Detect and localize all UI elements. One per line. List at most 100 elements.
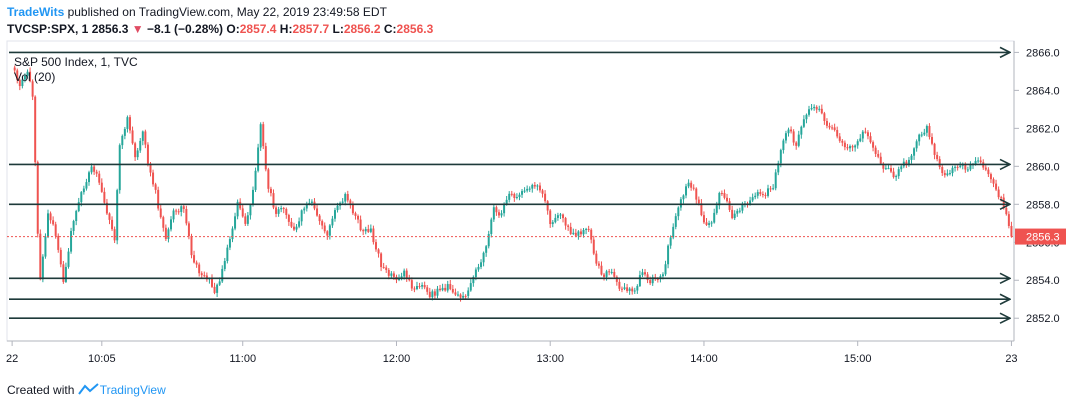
candle-body (920, 134, 923, 136)
candle-body (754, 195, 757, 198)
candle (326, 230, 329, 240)
candle (849, 144, 852, 152)
y-axis[interactable]: 2852.02854.02856.02858.02860.02862.02864… (1013, 41, 1060, 341)
candle-body (77, 202, 80, 212)
candle-body (305, 204, 308, 209)
candle-body (674, 216, 677, 227)
candle-body (913, 148, 916, 156)
candle-body (861, 131, 864, 139)
candle-body (169, 219, 172, 230)
candle (708, 220, 711, 228)
candle (321, 219, 324, 230)
candle (843, 140, 846, 151)
y-tick-label: 2854.0 (1026, 275, 1060, 287)
candle-body (713, 212, 716, 223)
candle (774, 169, 777, 191)
candle-body (784, 133, 787, 141)
legend-title[interactable]: S&P 500 Index, 1, TVC (14, 55, 138, 69)
candle (164, 224, 167, 241)
candle (854, 144, 857, 152)
candle (34, 95, 37, 167)
candle (831, 124, 834, 131)
candle-body (44, 236, 47, 257)
candle (285, 207, 288, 219)
candle (515, 193, 518, 200)
publisher-name[interactable]: TradeWits (7, 5, 65, 19)
candle-body (969, 164, 972, 170)
candle-body (316, 208, 319, 216)
candle (710, 220, 713, 227)
candle (989, 172, 992, 183)
candle-body (34, 96, 37, 163)
candle-body (987, 169, 990, 175)
candle (987, 167, 990, 178)
symbol-label: TVCSP:SPX, 1 (7, 22, 89, 36)
candle-body (900, 166, 903, 170)
candle-body (890, 168, 893, 172)
candle-body (467, 290, 470, 296)
candle (613, 268, 616, 279)
candle (895, 174, 898, 181)
candle (318, 214, 321, 225)
candle-body (521, 191, 524, 195)
candle-body (351, 204, 354, 214)
candle-body (149, 163, 152, 173)
candle (305, 201, 308, 212)
candle (95, 169, 98, 177)
candle-body (72, 221, 75, 231)
candle-body (231, 228, 234, 240)
candle-body (895, 176, 898, 178)
symbol-info-bar: TVCSP:SPX, 1 2856.3 ▼ −8.1 (−0.28%) O:28… (7, 22, 433, 36)
candle (874, 145, 877, 158)
candle (513, 192, 516, 202)
candle (482, 251, 485, 267)
candle-body (672, 226, 675, 238)
candle-body (979, 160, 982, 163)
candle-body (966, 169, 969, 171)
candle (226, 244, 229, 264)
candle-body (221, 268, 224, 282)
tradingview-brand-link[interactable]: TradingView (99, 383, 166, 397)
last-price: 2856.3 (91, 22, 129, 36)
candle (344, 192, 347, 206)
candle (700, 199, 703, 217)
candle (374, 239, 377, 252)
candle-body (825, 120, 828, 126)
candle (203, 271, 206, 278)
candle (144, 129, 147, 149)
candle-body (218, 281, 221, 285)
candle-body (29, 71, 32, 82)
candle (1005, 204, 1008, 216)
x-axis[interactable]: 22 10:05 11:00 12:00 13:00 14:00 15:00 23 (6, 340, 1018, 365)
candle-body (21, 79, 24, 87)
candle-body (787, 129, 790, 134)
candle-body (915, 141, 918, 149)
candle-body (154, 184, 157, 190)
candle (1000, 195, 1003, 202)
candle-body (310, 201, 313, 203)
candle (105, 198, 108, 216)
candle (331, 215, 334, 228)
candle-body (369, 228, 372, 232)
candle-body (146, 144, 149, 164)
candle (131, 126, 134, 145)
candle (815, 105, 818, 114)
candle (485, 244, 488, 257)
candle (772, 184, 775, 191)
candle-body (544, 193, 547, 202)
candle (369, 224, 372, 234)
candle-body (52, 220, 55, 225)
legend-volume[interactable]: Vol (20) (14, 70, 55, 84)
candle (913, 147, 916, 160)
candle (595, 250, 598, 266)
candle (695, 187, 698, 204)
candle (692, 184, 695, 191)
candle (287, 213, 290, 226)
candle (198, 262, 201, 277)
candle-body (590, 229, 593, 240)
candle (372, 225, 375, 245)
candle-body (67, 251, 70, 267)
candle-body (190, 235, 193, 256)
candle (459, 293, 462, 302)
